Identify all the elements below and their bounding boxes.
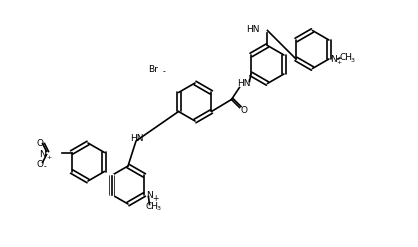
Text: -: - [163, 67, 166, 77]
Text: O: O [36, 139, 43, 148]
Text: +: + [46, 155, 52, 160]
Text: O: O [36, 160, 43, 169]
Text: O: O [240, 106, 247, 115]
Text: Br: Br [148, 64, 158, 74]
Text: N: N [40, 150, 46, 159]
Text: CH: CH [340, 54, 353, 62]
Text: N: N [330, 56, 336, 64]
Text: -: - [43, 162, 46, 171]
Text: HN: HN [130, 134, 143, 143]
Text: N: N [146, 191, 153, 200]
Text: HN: HN [237, 79, 251, 88]
Text: +: + [336, 61, 341, 65]
Text: CH: CH [145, 202, 158, 211]
Text: 3: 3 [156, 206, 161, 211]
Text: +: + [153, 194, 159, 203]
Text: 3: 3 [351, 58, 355, 62]
Text: HN: HN [246, 25, 260, 34]
